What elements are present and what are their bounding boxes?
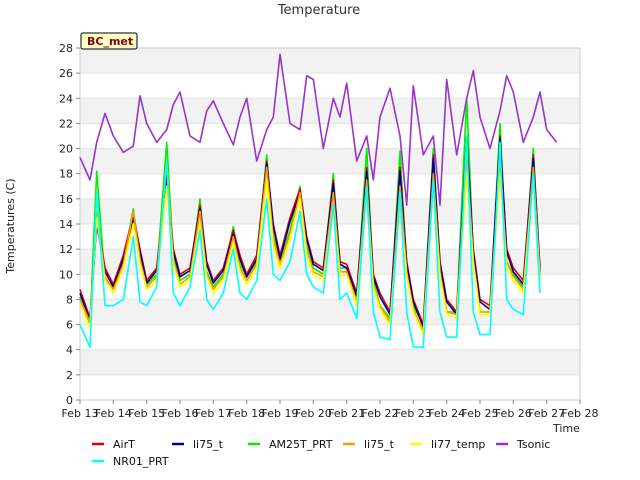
legend-label: li75_t xyxy=(193,438,224,451)
legend-label: AM25T_PRT xyxy=(269,438,333,451)
y-axis-label: Temperatures (C) xyxy=(4,178,17,274)
x-tick-label: Feb 20 xyxy=(295,407,332,420)
station-badge-box xyxy=(80,32,138,50)
x-tick-label: Feb 19 xyxy=(262,407,299,420)
y-tick-label: 14 xyxy=(59,218,73,231)
x-tick-label: Feb 17 xyxy=(195,407,232,420)
x-tick-label: Feb 23 xyxy=(395,407,432,420)
legend-label: li77_temp xyxy=(431,438,485,451)
series-line-nr01-prt xyxy=(79,135,541,349)
legend-label: AirT xyxy=(113,438,135,451)
x-tick-label: Feb 24 xyxy=(428,407,465,420)
series-line-tsonic xyxy=(79,53,558,206)
x-tick-label: Feb 26 xyxy=(495,407,532,420)
legend: AirT li75_t AM25T_PRT li75_t li77_temp Tsonic… xyxy=(92,438,550,468)
y-tick-label: 8 xyxy=(66,293,73,306)
x-axis-label: Time xyxy=(552,422,580,435)
x-tick-label: Feb 13 xyxy=(62,407,99,420)
legend-label: li75_t xyxy=(364,438,395,451)
y-tick-label: 10 xyxy=(59,268,73,281)
x-tick-label: Feb 21 xyxy=(328,407,365,420)
y-tick-label: 12 xyxy=(59,243,73,256)
y-tick-label: 0 xyxy=(66,394,73,407)
y-tick-label: 18 xyxy=(59,168,73,181)
x-tick-label: Feb 28 xyxy=(562,407,599,420)
series-lines xyxy=(79,53,558,349)
legend-label: Tsonic xyxy=(516,438,550,451)
x-tick-label: Feb 14 xyxy=(95,407,132,420)
grid-band xyxy=(80,48,580,74)
y-tick-label: 26 xyxy=(59,67,73,80)
y-tick-label: 16 xyxy=(59,193,73,206)
x-tick-label: Feb 27 xyxy=(528,407,565,420)
x-tick-label: Feb 22 xyxy=(362,407,399,420)
x-tick-label: Feb 18 xyxy=(228,407,265,420)
y-tick-label: 6 xyxy=(66,319,73,332)
y-tick-label: 2 xyxy=(66,369,73,382)
x-tick-label: Feb 15 xyxy=(128,407,165,420)
y-tick-label: 28 xyxy=(59,42,73,55)
x-tick-label: Feb 25 xyxy=(462,407,499,420)
station-badge: BC_met xyxy=(80,32,138,50)
legend-label: NR01_PRT xyxy=(113,455,169,468)
y-tick-label: 24 xyxy=(59,92,73,105)
grid-band xyxy=(80,249,580,275)
x-tick-label: Feb 16 xyxy=(162,407,199,420)
y-tick-label: 22 xyxy=(59,117,73,130)
y-tick-label: 4 xyxy=(66,344,73,357)
grid-band xyxy=(80,148,580,174)
y-tick-label: 20 xyxy=(59,143,73,156)
station-label: BC_met xyxy=(87,35,133,48)
grid-band xyxy=(80,349,580,375)
chart-title: Temperature xyxy=(277,3,360,18)
grid-band xyxy=(80,299,580,325)
